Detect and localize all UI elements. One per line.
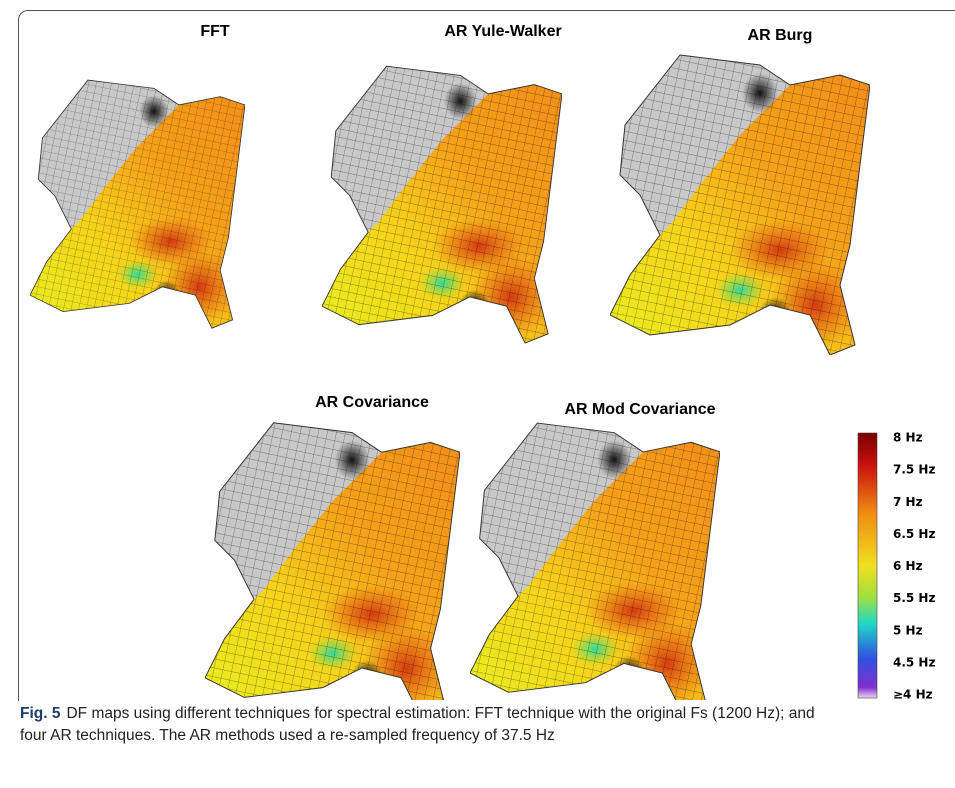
caption: Fig. 5 DF maps using different techniques…	[20, 703, 820, 747]
colorbar-labels: 8 Hz 7.5 Hz 7 Hz 6.5 Hz 6 Hz 5.5 Hz 5 Hz 4.5 Hz…	[893, 431, 935, 701]
panel-title: FFT	[200, 23, 230, 40]
panel-title: AR Yule-Walker	[444, 23, 561, 40]
map-burg	[610, 45, 870, 355]
colorbar-label: 6 Hz	[893, 559, 923, 573]
figure: FFT AR Yule-Walker AR Burg AR Covariance…	[0, 23, 935, 701]
map-covariance	[205, 413, 460, 700]
panel-title: AR Burg	[748, 27, 813, 44]
caption-label: Fig. 5	[20, 705, 61, 722]
colorbar-label: 7 Hz	[893, 495, 923, 509]
map-mod-covariance	[470, 413, 720, 700]
colorbar-label: 7.5 Hz	[893, 463, 935, 477]
colorbar-label: 5.5 Hz	[893, 591, 935, 605]
colorbar-label: 5 Hz	[893, 623, 923, 637]
colorbar-label: 6.5 Hz	[893, 527, 935, 541]
panel-title: AR Mod Covariance	[564, 401, 715, 418]
caption-text: DF maps using different techniques for s…	[20, 705, 815, 744]
map-fft	[30, 72, 245, 328]
colorbar-label: ≥4 Hz	[893, 688, 933, 701]
colorbar-label: 8 Hz	[893, 431, 923, 445]
panel-title: AR Covariance	[315, 394, 429, 411]
map-yule-walker	[322, 57, 562, 343]
colorbar-label: 4.5 Hz	[893, 655, 935, 669]
figure-frame	[18, 10, 955, 701]
colorbar	[857, 432, 878, 699]
